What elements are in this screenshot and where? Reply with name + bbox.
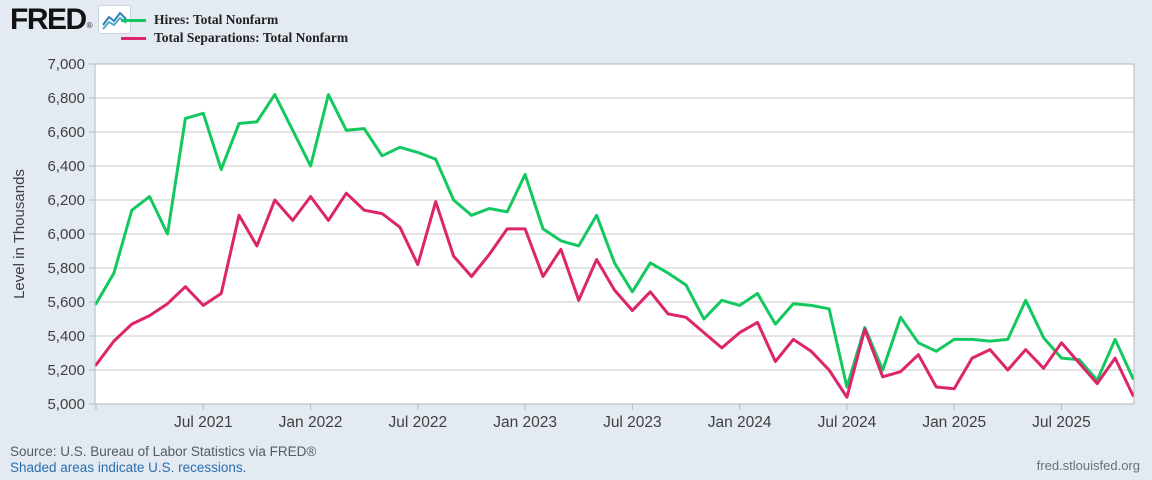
separations-line[interactable] (94, 191, 1135, 399)
fred-logo-text: FRED (10, 3, 87, 36)
y-axis-title: Level in Thousands (11, 169, 28, 299)
x-axis-tick-label: Jan 2023 (493, 414, 557, 431)
y-axis-tick-label: 6,200 (47, 192, 85, 209)
separations-line-swatch (121, 36, 146, 40)
y-axis-tick-label: 6,000 (47, 226, 85, 243)
y-axis-tick-label: 6,400 (47, 158, 85, 175)
x-axis-tick-label: Jul 2022 (389, 414, 448, 431)
y-axis-tick-label: 5,600 (47, 294, 85, 311)
x-axis-tick-label: Jan 2022 (279, 414, 343, 431)
legend-item-separations[interactable]: Total Separations: Total Nonfarm (121, 29, 348, 47)
y-axis-tick-label: 5,200 (47, 362, 85, 379)
y-axis-tick-label: 6,800 (47, 90, 85, 107)
x-axis-tick-label: Jan 2025 (922, 414, 986, 431)
chart-legend: Hires: Total Nonfarm Total Separations: … (121, 11, 348, 47)
registered-mark: ® (86, 21, 93, 30)
x-axis-tick-label: Jul 2021 (174, 414, 233, 431)
y-axis-tick-label: 5,800 (47, 260, 85, 277)
fred-logo[interactable]: FRED ® (10, 5, 131, 35)
legend-label-separations: Total Separations: Total Nonfarm (154, 30, 349, 45)
y-axis-tick-label: 5,400 (47, 328, 85, 345)
recessions-note-link[interactable]: Shaded areas indicate U.S. recessions. (10, 460, 247, 475)
y-axis-tick-label: 7,000 (47, 56, 85, 73)
legend-label-hires: Hires: Total Nonfarm (154, 12, 279, 27)
hires-line[interactable] (94, 93, 1135, 389)
plot-border (94, 63, 1135, 405)
x-axis-tick-label: Jan 2024 (708, 414, 772, 431)
y-axis-tick-label: 5,000 (47, 396, 85, 413)
y-axis-tick-label: 6,600 (47, 124, 85, 141)
hires-line-swatch (121, 18, 146, 22)
source-attribution: Source: U.S. Bureau of Labor Statistics … (10, 444, 317, 459)
x-axis-tick-label: Jul 2025 (1032, 414, 1091, 431)
x-axis-tick-label: Jul 2023 (603, 414, 662, 431)
x-axis-tick-label: Jul 2024 (818, 414, 877, 431)
fred-site-url: fred.stlouisfed.org (1036, 458, 1140, 473)
legend-item-hires[interactable]: Hires: Total Nonfarm (121, 11, 348, 29)
